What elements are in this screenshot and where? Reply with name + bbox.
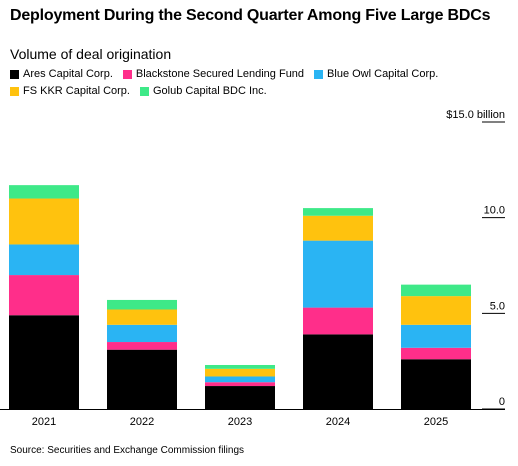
bar-2021-ares-capital-corp	[9, 315, 79, 409]
legend-label-fs-kkr: FS KKR Capital Corp.	[23, 85, 130, 97]
bar-2021-blackstone-secured-lending-fund	[9, 275, 79, 316]
bar-2021-golub-capital-bdc-inc	[9, 185, 79, 199]
legend-item-ares: Ares Capital Corp.	[10, 67, 113, 82]
legend-label-golub: Golub Capital BDC Inc.	[152, 85, 267, 97]
bar-2023-blue-owl-capital-corp	[205, 376, 275, 383]
legend-item-blackstone: Blackstone Secured Lending Fund	[122, 67, 305, 82]
bar-2023-blackstone-secured-lending-fund	[205, 382, 275, 387]
bar-2023-golub-capital-bdc-inc	[205, 364, 275, 369]
y-tick-label-1: 5.0	[490, 300, 505, 312]
bar-2024-fs-kkr-capital-corp	[303, 215, 373, 241]
legend-label-ares: Ares Capital Corp.	[23, 68, 113, 80]
y-tick-label-0: 0	[499, 396, 505, 408]
stacked-bar-chart: 0 5.0 10.0 $15.0 billion 2021 2022 2023 2024 202…	[0, 109, 505, 428]
legend-label-blue-owl: Blue Owl Capital Corp.	[327, 68, 439, 80]
bar-2022-ares-capital-corp	[107, 349, 177, 409]
bar-2025-golub-capital-bdc-inc	[401, 284, 471, 297]
bar-2025-ares-capital-corp	[401, 359, 471, 409]
legend-swatch-ares	[10, 70, 19, 79]
legend-row-1: Ares Capital Corp. Blackstone Secured Le…	[10, 67, 510, 82]
legend: Ares Capital Corp. Blackstone Secured Le…	[10, 67, 510, 101]
legend-item-fs-kkr: FS KKR Capital Corp.	[10, 84, 130, 99]
legend-item-blue-owl: Blue Owl Capital Corp.	[314, 67, 438, 82]
bar-2024-blue-owl-capital-corp	[303, 240, 373, 308]
legend-swatch-golub	[139, 87, 149, 96]
bar-2024-golub-capital-bdc-inc	[303, 208, 373, 216]
chart-title: Deployment During the Second Quarter Amo…	[10, 7, 491, 24]
bar-2022-fs-kkr-capital-corp	[107, 309, 177, 325]
legend-row-2: FS KKR Capital Corp. Golub Capital BDC I…	[10, 84, 510, 99]
legend-swatch-fs-kkr	[10, 87, 19, 96]
legend-swatch-blackstone	[122, 70, 132, 79]
bar-2023-ares-capital-corp	[205, 386, 275, 409]
x-tick-label-2021: 2021	[32, 416, 56, 428]
y-tick-label-2: 10.0	[484, 205, 505, 217]
bar-2021-blue-owl-capital-corp	[9, 244, 79, 276]
bar-2022-golub-capital-bdc-inc	[107, 299, 177, 310]
bar-2024-blackstone-secured-lending-fund	[303, 307, 373, 335]
bar-2021-fs-kkr-capital-corp	[9, 198, 79, 245]
legend-item-golub: Golub Capital BDC Inc.	[139, 84, 267, 99]
legend-label-blackstone: Blackstone Secured Lending Fund	[135, 68, 305, 80]
bar-2025-blackstone-secured-lending-fund	[401, 347, 471, 360]
x-tick-label-2024: 2024	[326, 416, 350, 428]
x-tick-label-2025: 2025	[424, 416, 448, 428]
bar-2022-blue-owl-capital-corp	[107, 324, 177, 343]
y-tick-label-3: $15.0 billion	[446, 109, 505, 121]
bar-2022-blackstone-secured-lending-fund	[107, 342, 177, 350]
source-note: Source: Securities and Exchange Commissi…	[10, 445, 244, 456]
legend-swatch-blue-owl	[314, 70, 324, 79]
chart-subtitle: Volume of deal origination	[10, 46, 172, 62]
x-tick-label-2022: 2022	[130, 416, 154, 428]
bar-2023-fs-kkr-capital-corp	[205, 368, 275, 377]
bar-2025-blue-owl-capital-corp	[401, 324, 471, 348]
bar-2025-fs-kkr-capital-corp	[401, 296, 471, 325]
bar-2024-ares-capital-corp	[303, 334, 373, 409]
x-tick-label-2023: 2023	[228, 416, 252, 428]
